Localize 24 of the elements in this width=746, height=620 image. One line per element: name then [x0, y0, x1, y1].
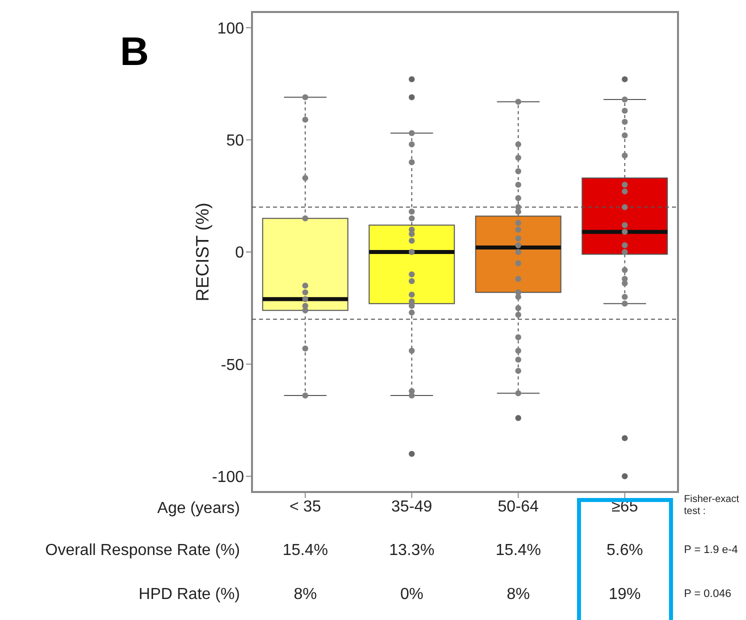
text: 13.3% [388, 542, 436, 560]
text: 0% [399, 586, 424, 604]
text: B [120, 30, 149, 75]
text: 5.6% [606, 542, 644, 560]
x-tick-label: 50-64 [498, 498, 539, 516]
x-tick-label: 35-49 [391, 498, 432, 516]
y-tick-label: -100 [212, 468, 244, 486]
text: P = 0.046 [684, 588, 732, 600]
y-tick-label: 50 [226, 132, 244, 150]
text: Overall Response Rate (%) [45, 542, 240, 560]
y-tick-label: -50 [220, 356, 244, 374]
text: Fisher-exact test : [684, 494, 740, 518]
text: 8% [292, 586, 318, 604]
y-tick-label: 100 [217, 20, 244, 38]
text: 15.4% [494, 542, 542, 560]
x-axis-title: Age (years) [157, 499, 240, 519]
x-tick-label: < 35 [289, 498, 322, 516]
text: P = 1.9 e-4 [684, 544, 738, 556]
text: 19% [608, 586, 642, 604]
text: 8% [506, 586, 531, 604]
y-tick-label: 0 [235, 244, 244, 262]
text: 15.4% [282, 542, 329, 560]
y-axis-title: RECIST (%) [192, 202, 212, 302]
text: HPD Rate (%) [138, 586, 240, 604]
